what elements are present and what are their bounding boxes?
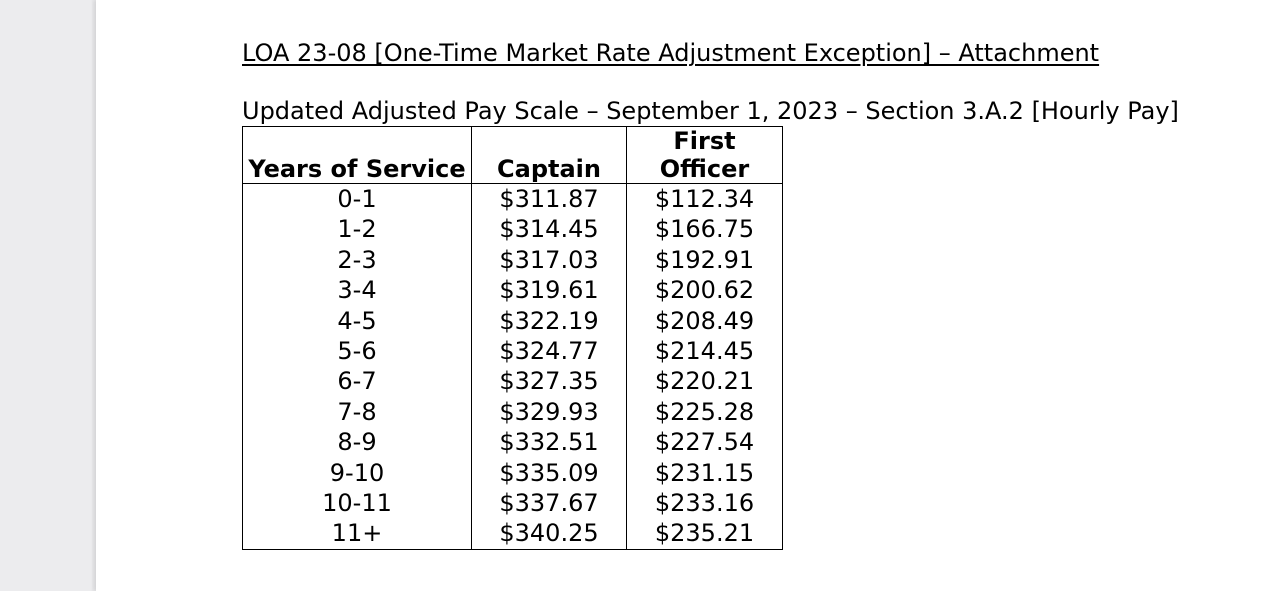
- cell-captain: $314.45: [471, 214, 627, 245]
- table-row: 5-6 $324.77 $214.45: [242, 336, 783, 367]
- cell-captain: $322.19: [471, 305, 627, 337]
- cell-captain: $319.61: [471, 275, 627, 306]
- table-row: 2-3 $317.03 $192.91: [242, 244, 783, 276]
- document-page: LOA 23-08 [One-Time Market Rate Adjustme…: [96, 0, 1280, 591]
- header-first-officer-line2: Officer: [659, 155, 750, 183]
- cell-years: 11+: [242, 518, 472, 550]
- cell-captain: $317.03: [471, 244, 627, 276]
- viewer-left-gutter: [0, 0, 92, 591]
- table-row: 1-2 $314.45 $166.75: [242, 214, 783, 245]
- cell-first-officer: $214.45: [626, 336, 783, 367]
- table-body: 0-1 $311.87 $112.34 1-2 $314.45 $166.75 …: [242, 183, 783, 550]
- table-row: 3-4 $319.61 $200.62: [242, 275, 783, 306]
- cell-years: 4-5: [242, 305, 472, 337]
- table-row: 0-1 $311.87 $112.34: [242, 183, 783, 215]
- cell-first-officer: $227.54: [626, 427, 783, 458]
- cell-years: 9-10: [242, 457, 472, 489]
- cell-years: 7-8: [242, 396, 472, 428]
- cell-years: 10-11: [242, 488, 472, 519]
- table-row: 7-8 $329.93 $225.28: [242, 396, 783, 428]
- table-header-row: Years of Service Captain First Officer: [242, 126, 783, 184]
- cell-captain: $332.51: [471, 427, 627, 458]
- cell-years: 8-9: [242, 427, 472, 458]
- cell-first-officer: $233.16: [626, 488, 783, 519]
- cell-first-officer: $112.34: [626, 183, 783, 215]
- header-captain: Captain: [471, 126, 627, 184]
- cell-years: 6-7: [242, 366, 472, 397]
- cell-first-officer: $235.21: [626, 518, 783, 550]
- cell-captain: $335.09: [471, 457, 627, 489]
- cell-captain: $311.87: [471, 183, 627, 215]
- document-title: LOA 23-08 [One-Time Market Rate Adjustme…: [242, 39, 1100, 67]
- table-row: 10-11 $337.67 $233.16: [242, 488, 783, 519]
- cell-first-officer: $200.62: [626, 275, 783, 306]
- cell-years: 5-6: [242, 336, 472, 367]
- cell-first-officer: $166.75: [626, 214, 783, 245]
- cell-first-officer: $231.15: [626, 457, 783, 489]
- table-row: 8-9 $332.51 $227.54: [242, 427, 783, 458]
- cell-first-officer: $208.49: [626, 305, 783, 337]
- cell-captain: $337.67: [471, 488, 627, 519]
- header-first-officer-line1: First: [673, 127, 736, 155]
- table-header: Years of Service Captain First Officer: [242, 126, 783, 184]
- cell-first-officer: $225.28: [626, 396, 783, 428]
- document-subtitle: Updated Adjusted Pay Scale – September 1…: [242, 97, 1179, 125]
- cell-years: 0-1: [242, 183, 472, 215]
- cell-captain: $324.77: [471, 336, 627, 367]
- header-years-of-service: Years of Service: [242, 126, 472, 184]
- cell-years: 3-4: [242, 275, 472, 306]
- cell-captain: $327.35: [471, 366, 627, 397]
- table-row: 4-5 $322.19 $208.49: [242, 305, 783, 337]
- cell-first-officer: $192.91: [626, 244, 783, 276]
- pay-scale-table: Years of Service Captain First Officer 0…: [242, 126, 783, 550]
- table-row: 6-7 $327.35 $220.21: [242, 366, 783, 397]
- cell-years: 2-3: [242, 244, 472, 276]
- table-row: 11+ $340.25 $235.21: [242, 518, 783, 550]
- cell-captain: $340.25: [471, 518, 627, 550]
- table-row: 9-10 $335.09 $231.15: [242, 457, 783, 489]
- cell-captain: $329.93: [471, 396, 627, 428]
- header-first-officer: First Officer: [626, 126, 783, 184]
- cell-years: 1-2: [242, 214, 472, 245]
- cell-first-officer: $220.21: [626, 366, 783, 397]
